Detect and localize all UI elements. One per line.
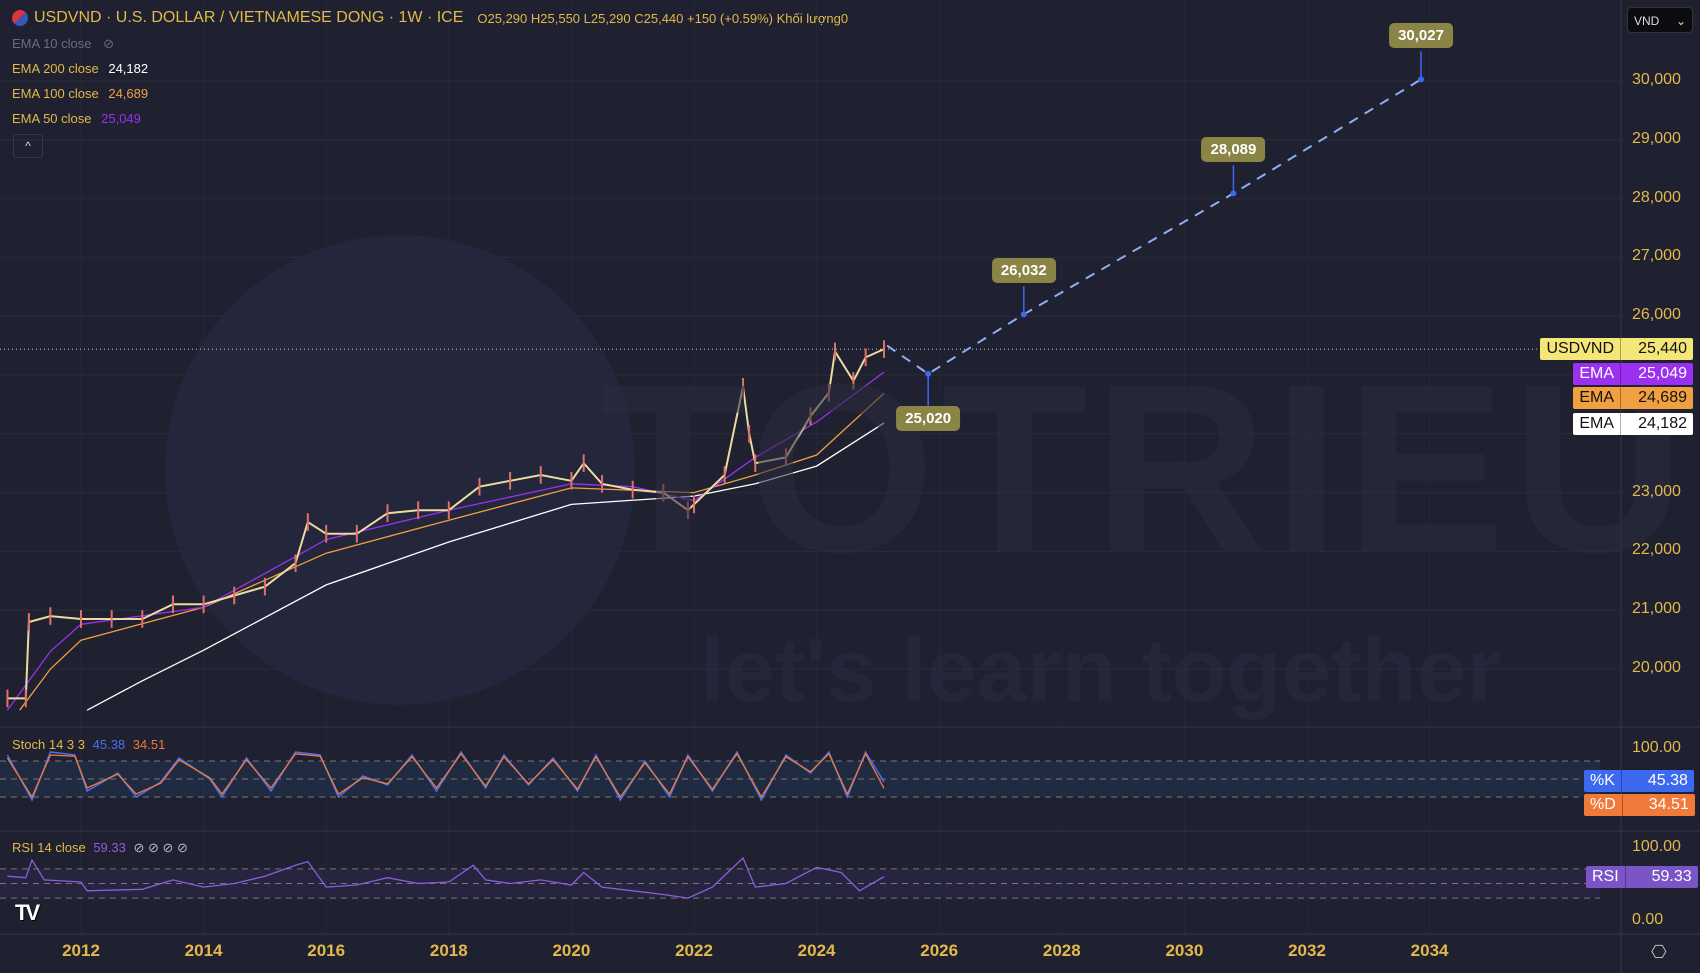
price-tag-name: EMA (1573, 387, 1621, 409)
time-axis-tick: 2016 (307, 941, 346, 960)
time-axis-tick: 2012 (62, 941, 100, 960)
time-axis-tick: 2028 (1042, 941, 1081, 960)
rsi-option-icons[interactable]: ⊘ ⊘ ⊘ ⊘ (133, 840, 188, 855)
stoch-k-tag-value: 45.38 (1647, 772, 1688, 789)
stoch-label: Stoch 14 3 3 (12, 737, 85, 752)
stoch-k-tag: %K 45.38 (1584, 770, 1694, 792)
stoch-d-tag: %D 34.51 (1584, 794, 1695, 816)
stoch-axis-100: 100.00 (1632, 739, 1681, 756)
rsi-band (0, 868, 1600, 899)
stoch-d-value: 34.51 (132, 737, 166, 752)
price-axis-tick: 26,000 (1632, 306, 1681, 324)
stoch-d-tag-name: %D (1584, 794, 1623, 816)
stoch-k-value: 45.38 (92, 737, 126, 752)
price-tag: EMA 25,049 (1573, 363, 1693, 385)
time-axis-tick: 2020 (552, 941, 591, 960)
price-axis-tick: 20,000 (1632, 659, 1681, 676)
stoch-d-tag-value: 34.51 (1648, 796, 1689, 813)
ema50-value: 25,049 (101, 111, 141, 126)
rsi-tag-value: 59.33 (1651, 868, 1692, 885)
price-tag: EMA 24,182 (1573, 413, 1693, 435)
watermark-logo (165, 235, 635, 705)
price-axis-tick: 28,000 (1632, 188, 1681, 206)
projection-label[interactable]: 25,020 (896, 405, 961, 431)
price-tag: EMA 24,689 (1573, 387, 1693, 409)
rsi-label: RSI 14 close (12, 840, 86, 855)
rsi-axis-0: 0.00 (1632, 911, 1664, 928)
price-axis-tick: 27,000 (1632, 247, 1681, 265)
legend-ema100[interactable]: EMA 100 close 24,689 (12, 86, 148, 101)
time-axis-tick: 2026 (920, 941, 959, 960)
ohlc-values: O25,290 H25,550 L25,290 C25,440 +150 (+0… (477, 10, 849, 26)
collapse-legend-button[interactable]: ^ (13, 134, 43, 158)
time-axis-tick: 2014 (184, 941, 223, 960)
price-tag-value: 25,049 (1638, 365, 1687, 382)
price-tag-value: 25,440 (1638, 340, 1687, 358)
legend-ema10[interactable]: EMA 10 close ⊘ (12, 36, 114, 52)
symbol-title: USDVND · U.S. DOLLAR / VIETNAMESE DONG ·… (34, 9, 464, 26)
rsi-line (7, 856, 885, 899)
stoch-k-tag-name: %K (1584, 770, 1622, 792)
price-axis-tick: 30,000 (1632, 71, 1681, 88)
time-axis-tick: 2018 (429, 941, 468, 960)
ema200-line (86, 422, 885, 711)
time-axis-tick: 2030 (1165, 941, 1204, 960)
price-tag: USDVND 25,440 (1540, 338, 1693, 361)
price-tag-value: 24,689 (1638, 389, 1687, 406)
currency-select[interactable]: VND ⌄ (1627, 7, 1693, 33)
eye-off-icon[interactable]: ⊘ (103, 36, 115, 51)
rsi-axis-100: 100.00 (1632, 838, 1681, 855)
projection-label[interactable]: 30,027 (1389, 23, 1453, 49)
rsi-legend[interactable]: RSI 14 close 59.33 ⊘ ⊘ ⊘ ⊘ (12, 840, 188, 856)
rsi-tag-name: RSI (1586, 866, 1626, 888)
stoch-d-line (6, 752, 885, 799)
settings-icon[interactable]: ⎔ (1651, 942, 1667, 962)
price-axis-tick: 21,000 (1632, 600, 1681, 618)
rsi-value: 59.33 (93, 840, 126, 855)
price-axis-tick: 22,000 (1632, 541, 1681, 559)
projection-label[interactable]: 28,089 (1201, 137, 1266, 163)
rsi-tag: RSI 59.33 (1586, 866, 1698, 888)
ema50-label: EMA 50 close (12, 111, 92, 126)
price-tag-name: USDVND (1540, 338, 1621, 361)
tradingview-logo[interactable]: TV (15, 900, 40, 925)
time-axis-tick: 2034 (1410, 941, 1449, 960)
ema50-line (6, 371, 885, 711)
time-axis-tick: 2022 (675, 941, 713, 960)
legend-ema200[interactable]: EMA 200 close 24,182 (12, 61, 148, 76)
price-tag-name: EMA (1573, 363, 1621, 385)
time-axis-tick: 2032 (1288, 941, 1326, 960)
price-tag-value: 24,182 (1638, 415, 1687, 432)
ema100-label: EMA 100 close (12, 86, 99, 101)
legend-ema50[interactable]: EMA 50 close 25,049 (12, 111, 141, 126)
ema100-value: 24,689 (108, 86, 149, 101)
ema10-label: EMA 10 close (12, 36, 92, 51)
chevron-down-icon: ⌄ (1675, 14, 1686, 28)
price-axis-tick: 23,000 (1632, 482, 1681, 500)
time-axis-tick: 2024 (797, 941, 836, 960)
stoch-legend[interactable]: Stoch 14 3 3 45.38 34.51 (12, 737, 165, 752)
currency-value: VND (1634, 14, 1660, 28)
projection-label[interactable]: 26,032 (991, 258, 1056, 284)
stoch-band (0, 761, 1600, 797)
ema200-value: 24,182 (108, 61, 149, 76)
ema200-label: EMA 200 close (12, 61, 99, 76)
symbol-header[interactable]: USDVND · U.S. DOLLAR / VIETNAMESE DONG ·… (12, 9, 848, 27)
us-flag-icon (12, 10, 28, 26)
price-tag-name: EMA (1573, 413, 1621, 435)
ema100-line (19, 392, 885, 711)
projection-line (886, 78, 1422, 375)
price-axis-tick: 29,000 (1632, 129, 1681, 147)
